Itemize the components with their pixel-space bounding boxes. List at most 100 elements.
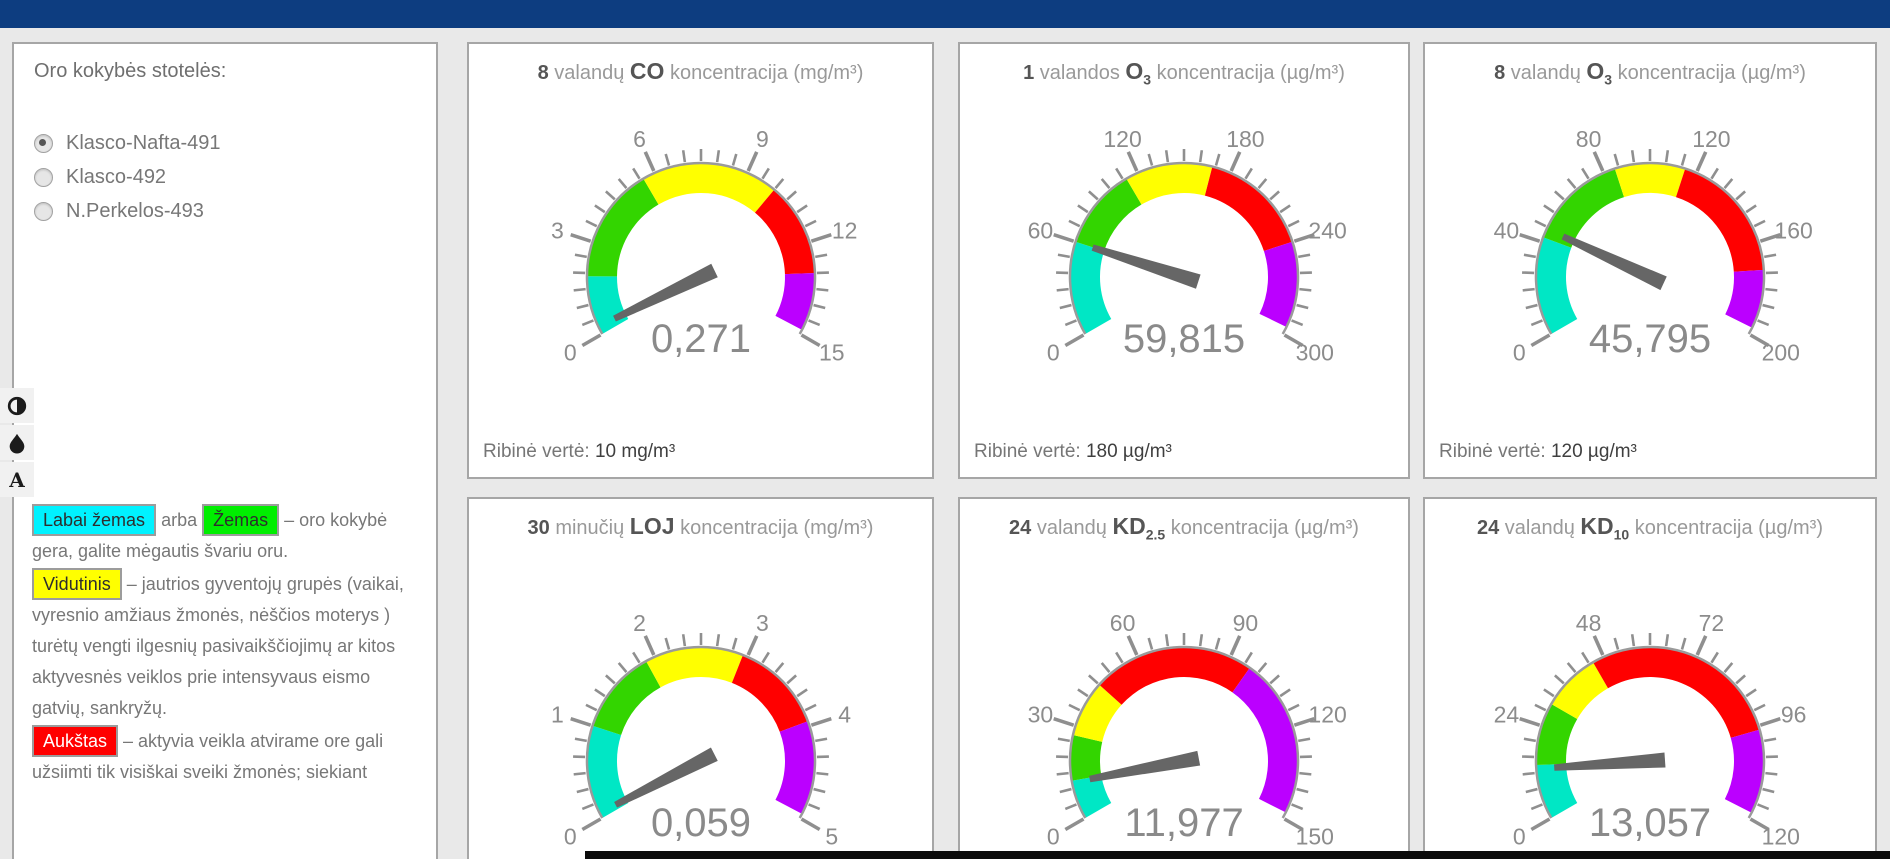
- gauge-tick-label: 1: [550, 701, 563, 727]
- gauge-needle: [613, 747, 718, 808]
- gauge-minor-tick: [1257, 178, 1268, 189]
- gauge-tick-label: 3: [756, 610, 769, 636]
- gauge-minor-tick: [1757, 319, 1770, 327]
- gauge-major-tick: [1759, 716, 1781, 727]
- gauge-tick-label: 120: [1762, 824, 1800, 850]
- gauge-tick-label: 0: [563, 340, 576, 366]
- gauge-minor-tick: [1214, 637, 1221, 650]
- stations-panel: Oro kokybės stotelės: Klasco-Nafta-491 Kl…: [12, 42, 438, 859]
- title-pollutant: LOJ: [629, 513, 675, 539]
- accessibility-toolbar: A: [0, 388, 34, 499]
- gauge-minor-tick: [1298, 737, 1311, 743]
- station-option-N.Perkelos-493[interactable]: N.Perkelos-493: [34, 200, 221, 223]
- gauge-minor-tick: [1269, 190, 1280, 201]
- gauge-minor-tick: [1735, 190, 1746, 201]
- gauge-band: [1126, 162, 1213, 205]
- gauge-minor-tick: [1214, 153, 1221, 166]
- gauge-minor-tick: [573, 771, 586, 776]
- gauge-co-8h: 0 3 6 9 12 15 0,271: [550, 126, 857, 366]
- station-option-Klasco-492[interactable]: Klasco-492: [34, 166, 221, 189]
- title-period: 24: [1009, 517, 1032, 539]
- gauge-outline: [1068, 645, 1300, 819]
- title-suffix: koncentracija (µg/m³): [1612, 62, 1806, 84]
- gauge-major-tick: [810, 232, 832, 243]
- gauge-minor-tick: [1056, 287, 1069, 292]
- gauge-minor-tick: [1088, 674, 1099, 685]
- gauge-major-tick: [1229, 635, 1242, 656]
- gauge-minor-tick: [1762, 787, 1775, 794]
- gauge-minor-tick: [804, 703, 817, 712]
- gauge-value: 11,977: [1124, 801, 1243, 845]
- gauge-minor-tick: [1723, 662, 1734, 673]
- gauge-minor-tick: [1279, 204, 1291, 214]
- gauge-band: [586, 276, 628, 334]
- gauge-major-tick: [1749, 817, 1770, 832]
- gauge-band: [1069, 241, 1112, 334]
- gauge-minor-tick: [1296, 787, 1309, 794]
- gauge-band: [1075, 178, 1142, 252]
- gauge-tick-label: 0: [1513, 340, 1526, 366]
- gauge-minor-tick: [1613, 153, 1620, 166]
- color-button[interactable]: [0, 425, 34, 460]
- gauge-minor-tick: [604, 190, 616, 201]
- limit-value: 120 µg/m³: [1550, 441, 1637, 462]
- gauge-minor-tick: [1244, 651, 1253, 664]
- gauge-major-tick: [810, 716, 832, 727]
- gauge-minor-tick: [1765, 771, 1778, 776]
- contrast-button[interactable]: [0, 388, 34, 423]
- gauge-tick-label: 12: [831, 217, 857, 243]
- title-period: 30: [527, 517, 550, 539]
- gauge-minor-tick: [812, 303, 826, 310]
- gauge-major-tick: [746, 151, 758, 172]
- gauge-minor-tick: [1269, 674, 1280, 685]
- gauge-needle: [1091, 244, 1201, 289]
- station-label[interactable]: Klasco-492: [66, 166, 167, 188]
- gauge-minor-tick: [731, 153, 738, 166]
- radio-unselected[interactable]: [34, 202, 53, 221]
- gauge-major-tick: [1519, 232, 1541, 243]
- font-size-button[interactable]: A: [0, 462, 34, 497]
- station-label[interactable]: Klasco-Nafta-491: [66, 132, 221, 154]
- title-period: 24: [1476, 517, 1500, 539]
- gauge-major-tick: [1749, 333, 1770, 348]
- gauge-major-tick: [1695, 151, 1708, 172]
- gauge-major-tick: [643, 635, 655, 656]
- gauge-o3-1h: 0 60 120 180 240 300 59,815: [1028, 126, 1347, 366]
- gauge-tick-label: 0: [1047, 340, 1060, 366]
- gauge-minor-tick: [1164, 150, 1170, 163]
- station-option-Klasco-Nafta-491[interactable]: Klasco-Nafta-491: [34, 132, 221, 155]
- gauge-minor-tick: [1523, 737, 1536, 743]
- gauge-major-tick: [643, 151, 655, 172]
- gauge-band: [586, 725, 628, 818]
- gauge-minor-tick: [785, 674, 797, 685]
- gauge-needle: [1089, 750, 1201, 783]
- gauge-major-tick: [580, 333, 601, 348]
- radio-selected[interactable]: [34, 134, 53, 153]
- gauge-tick-label: 4: [838, 701, 851, 727]
- gauge-minor-tick: [593, 204, 606, 214]
- gauge-minor-tick: [1680, 153, 1687, 166]
- gauge-minor-tick: [715, 634, 720, 647]
- gauge-minor-tick: [1753, 703, 1766, 712]
- title-period: 8: [1494, 62, 1506, 84]
- gauge-minor-tick: [1534, 219, 1547, 228]
- station-label[interactable]: N.Perkelos-493: [66, 200, 204, 222]
- gauge-tick-label: 80: [1576, 126, 1602, 152]
- gauge-minor-tick: [1287, 219, 1300, 228]
- gauge-major-tick: [1293, 716, 1315, 727]
- legend-chip: Vidutinis: [32, 568, 122, 600]
- gauge-minor-tick: [1710, 651, 1719, 664]
- station-radio-group: Klasco-Nafta-491 Klasco-492 N.Perkelos-493: [34, 132, 221, 234]
- gauge-needle: [1554, 752, 1666, 771]
- stations-panel-title: Oro kokybės stotelės:: [34, 60, 227, 82]
- gauge-minor-tick: [1147, 153, 1154, 166]
- gauge-tick-label: 120: [1692, 126, 1730, 152]
- gauge-major-tick: [800, 333, 821, 348]
- legend-chip: Aukštas: [32, 725, 119, 757]
- radio-unselected[interactable]: [34, 168, 53, 187]
- gauge-minor-tick: [663, 153, 670, 166]
- gauge-needle: [1561, 233, 1667, 291]
- gauge-minor-tick: [1630, 150, 1636, 163]
- gauge-card-loj-30min: 30 minučių LOJ koncentracija (mg/m³) 0 1 2 3…: [467, 497, 934, 859]
- gauge-minor-tick: [1077, 688, 1089, 698]
